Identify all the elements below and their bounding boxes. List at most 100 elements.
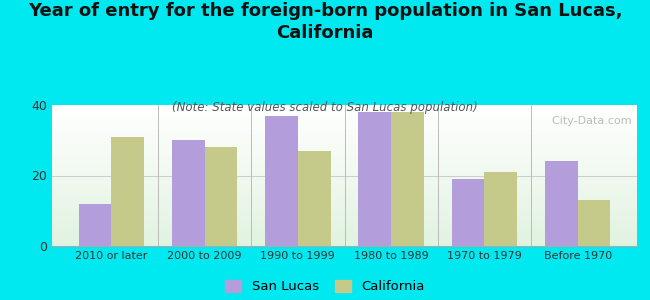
Bar (52, 108, 637, 109)
Bar (484, 172, 517, 246)
Bar (52, 111, 637, 112)
Bar (52, 220, 637, 222)
Bar (52, 135, 637, 136)
Bar (52, 216, 637, 218)
Bar (52, 161, 637, 163)
Bar (52, 113, 637, 115)
Bar (52, 195, 637, 197)
Bar (52, 142, 637, 143)
Text: City-Data.com: City-Data.com (545, 116, 631, 126)
Bar (52, 222, 637, 224)
Bar (52, 177, 637, 178)
Bar (52, 215, 637, 216)
Bar (52, 192, 637, 194)
Bar (265, 116, 298, 246)
Bar (52, 150, 637, 152)
Bar (79, 204, 111, 246)
Bar (52, 211, 637, 212)
Bar (578, 200, 610, 246)
Bar (52, 191, 637, 192)
Legend: San Lucas, California: San Lucas, California (226, 280, 424, 293)
Bar (52, 156, 637, 157)
Bar (52, 187, 637, 188)
Bar (52, 130, 637, 132)
Bar (52, 173, 637, 174)
Text: Year of entry for the foreign-born population in San Lucas,
California: Year of entry for the foreign-born popul… (28, 2, 622, 42)
Bar (52, 197, 637, 198)
Bar (545, 161, 578, 246)
Bar (52, 145, 637, 146)
Bar (52, 243, 637, 244)
Bar (52, 133, 637, 135)
Bar (52, 116, 637, 118)
Bar (52, 115, 637, 116)
Bar (52, 109, 637, 111)
Bar (298, 151, 330, 246)
Bar (52, 160, 637, 161)
Bar (52, 122, 637, 123)
Bar (52, 190, 637, 191)
Bar (52, 242, 637, 243)
Bar (52, 206, 637, 208)
Bar (52, 171, 637, 173)
Bar (52, 176, 637, 177)
Bar (52, 166, 637, 167)
Bar (52, 180, 637, 181)
Bar (391, 112, 424, 246)
Bar (52, 126, 637, 128)
Bar (52, 167, 637, 169)
Bar (52, 232, 637, 233)
Bar (52, 212, 637, 214)
Bar (205, 147, 237, 246)
Bar (52, 200, 637, 201)
Bar (52, 181, 637, 182)
Bar (52, 159, 637, 160)
Bar (52, 233, 637, 235)
Bar (52, 184, 637, 185)
Bar (52, 194, 637, 195)
Bar (52, 146, 637, 147)
Bar (52, 119, 637, 121)
Bar (52, 225, 637, 226)
Bar (52, 163, 637, 164)
Bar (52, 236, 637, 238)
Bar (452, 179, 484, 246)
Bar (52, 170, 637, 171)
Bar (52, 174, 637, 176)
Bar (52, 169, 637, 170)
Bar (52, 143, 637, 145)
Bar (52, 140, 637, 142)
Bar (172, 140, 205, 246)
Bar (52, 128, 637, 129)
Text: (Note: State values scaled to San Lucas population): (Note: State values scaled to San Lucas … (172, 100, 478, 113)
Bar (52, 105, 637, 106)
Bar (52, 202, 637, 204)
Bar (52, 198, 637, 200)
Bar (111, 137, 144, 246)
Bar (52, 235, 637, 236)
Bar (52, 132, 637, 133)
Bar (52, 219, 637, 220)
Bar (52, 154, 637, 156)
Bar (52, 201, 637, 202)
Bar (52, 205, 637, 206)
Bar (52, 121, 637, 122)
Bar (52, 229, 637, 230)
Bar (52, 182, 637, 184)
Bar (52, 214, 637, 215)
Bar (52, 240, 637, 242)
Bar (52, 244, 637, 246)
Bar (52, 157, 637, 159)
Bar (52, 137, 637, 139)
Bar (52, 218, 637, 219)
Bar (52, 228, 637, 229)
Bar (52, 106, 637, 108)
Bar (52, 185, 637, 187)
Bar (52, 139, 637, 140)
Bar (52, 230, 637, 232)
Bar (52, 188, 637, 190)
Bar (52, 178, 637, 180)
Bar (52, 164, 637, 166)
Bar (52, 152, 637, 153)
Bar (52, 136, 637, 137)
